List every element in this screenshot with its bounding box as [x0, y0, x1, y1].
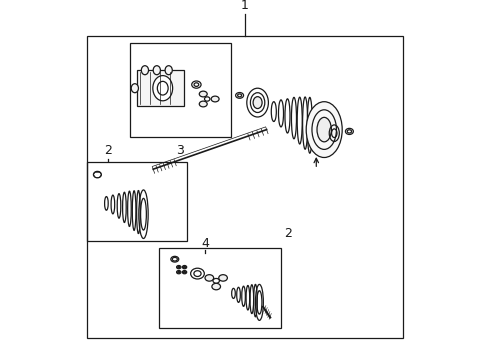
Bar [159, 248, 281, 328]
Ellipse shape [165, 66, 172, 75]
Ellipse shape [317, 117, 331, 142]
Ellipse shape [213, 279, 220, 283]
Ellipse shape [211, 96, 219, 102]
Ellipse shape [153, 66, 160, 75]
Ellipse shape [204, 97, 210, 101]
Ellipse shape [205, 275, 214, 281]
Bar [130, 43, 231, 137]
Text: 3: 3 [176, 144, 184, 157]
Ellipse shape [306, 102, 342, 158]
Ellipse shape [199, 91, 207, 97]
Text: 2: 2 [284, 227, 292, 240]
Ellipse shape [253, 97, 262, 109]
Ellipse shape [131, 84, 139, 93]
Text: 1: 1 [241, 0, 249, 12]
Text: 2: 2 [104, 144, 112, 157]
Bar [137, 70, 184, 106]
Bar [87, 162, 187, 241]
Bar [87, 36, 403, 338]
Ellipse shape [153, 76, 172, 101]
Text: 4: 4 [201, 237, 209, 250]
Ellipse shape [141, 66, 148, 75]
Ellipse shape [212, 283, 220, 290]
Ellipse shape [199, 101, 207, 107]
Ellipse shape [219, 275, 227, 281]
